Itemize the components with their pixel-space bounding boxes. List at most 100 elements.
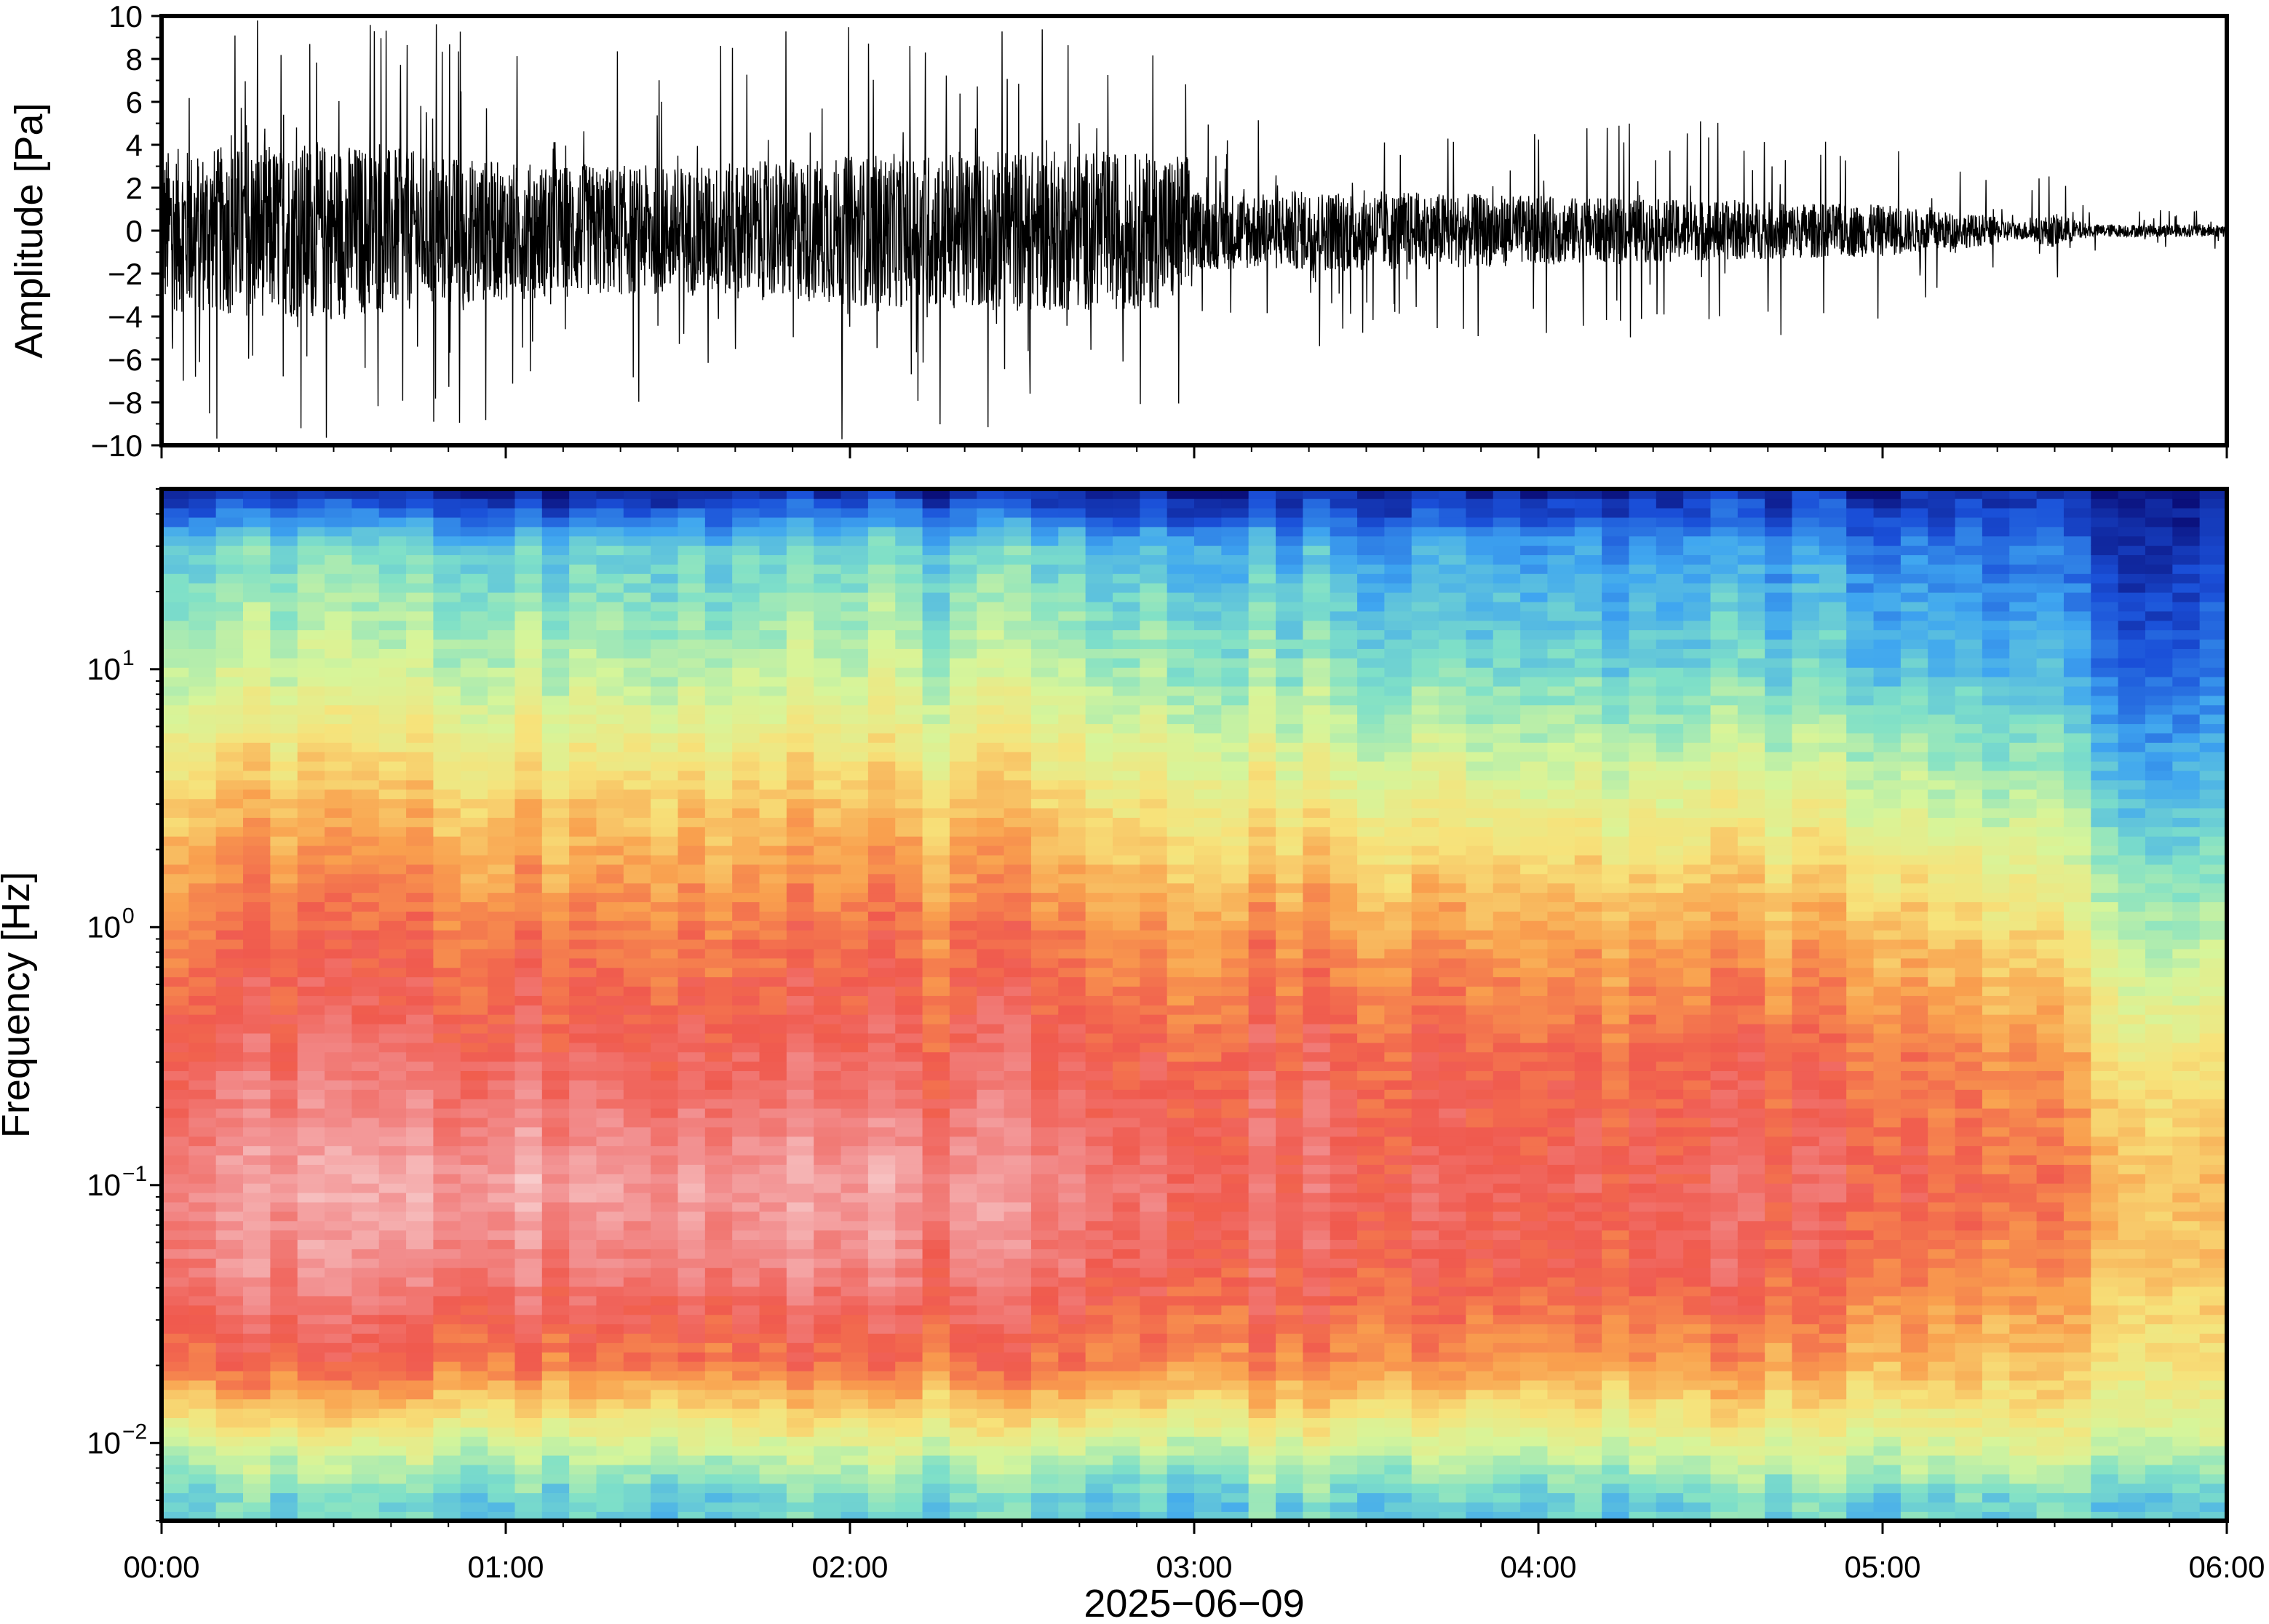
spectrogram-cell <box>215 1107 244 1118</box>
spectrogram-cell <box>704 873 733 884</box>
spectrogram-cell <box>270 517 298 528</box>
spectrogram-cell <box>1004 779 1032 790</box>
spectrogram-cell <box>1357 1398 1386 1409</box>
spectrogram-cell <box>1248 789 1276 800</box>
spectrogram-cell <box>786 892 815 902</box>
spectrogram-cell <box>406 648 434 658</box>
spectrogram-cell <box>243 911 271 921</box>
spectrogram-cell <box>732 573 760 584</box>
spectrogram-cell <box>814 845 842 856</box>
spectrogram-cell <box>406 976 434 987</box>
spectrogram-cell <box>1004 1211 1032 1222</box>
spectrogram-cell <box>977 1145 1005 1156</box>
spectrogram-cell <box>596 808 624 818</box>
spectrogram-cell <box>569 1286 597 1297</box>
spectrogram-cell <box>541 1005 570 1015</box>
spectrogram-cell <box>1030 789 1060 800</box>
spectrogram-cell <box>488 1389 516 1400</box>
spectrogram-cell <box>541 1014 570 1024</box>
spectrogram-cell <box>1030 1295 1060 1306</box>
spectrogram-cell <box>623 817 651 827</box>
spectrogram-cell <box>1357 798 1386 809</box>
spectrogram-cell <box>325 1145 353 1156</box>
spectrogram-cell <box>325 610 353 621</box>
spectrogram-cell <box>351 1061 380 1072</box>
spectrogram-cell <box>895 526 923 537</box>
spectrogram-cell <box>841 892 869 902</box>
spectrogram-cell <box>1030 873 1060 884</box>
spectrogram-cell <box>1058 1032 1086 1043</box>
spectrogram-cell <box>1221 1267 1249 1278</box>
spectrogram-cell <box>786 723 815 733</box>
spectrogram-cell <box>1194 582 1223 593</box>
spectrogram-cell <box>867 1408 897 1418</box>
spectrogram-cell <box>351 827 380 837</box>
spectrogram-cell <box>351 1502 380 1512</box>
spectrogram-cell <box>162 883 190 893</box>
spectrogram-cell <box>1357 986 1386 996</box>
spectrogram-cell <box>786 1201 815 1212</box>
spectrogram-cell <box>867 1454 897 1465</box>
spectrogram-cell <box>569 1164 597 1174</box>
spectrogram-cell <box>623 986 651 996</box>
spectrogram-cell <box>814 1201 842 1212</box>
spectrogram-cell <box>596 1136 624 1147</box>
spectrogram-cell <box>488 1023 516 1034</box>
spectrogram-cell <box>623 1324 651 1334</box>
spectrogram-cell <box>243 1239 271 1249</box>
spectrogram-cell <box>488 1192 516 1203</box>
spectrogram-cell <box>895 995 923 1006</box>
spectrogram-cell <box>1248 1145 1276 1156</box>
spectrogram-cell <box>162 1483 190 1494</box>
spectrogram-cell <box>1221 1098 1249 1109</box>
spectrogram-cell <box>1303 639 1331 649</box>
spectrogram-cell <box>1330 1107 1358 1118</box>
spectrogram-cell <box>759 1042 787 1053</box>
spectrogram-cell <box>541 808 570 818</box>
spectrogram-cell <box>1248 714 1276 725</box>
spectrogram-cell <box>514 1089 543 1099</box>
spectrogram-cell <box>1303 948 1331 959</box>
spectrogram-cell <box>325 714 353 725</box>
spectrogram-cell <box>325 1427 353 1437</box>
spectrogram-cell <box>1112 835 1141 846</box>
spectrogram-cell <box>732 770 760 781</box>
spectrogram-cell <box>1085 733 1113 743</box>
spectrogram-cell <box>1058 1136 1086 1147</box>
spectrogram-cell <box>786 760 815 771</box>
spectrogram-cell <box>569 517 597 528</box>
spectrogram-cell <box>677 1023 706 1034</box>
spectrogram-cell <box>270 695 298 706</box>
spectrogram-cell <box>814 1182 842 1193</box>
spectrogram-cell <box>1248 798 1276 809</box>
spectrogram-cell <box>243 901 271 912</box>
spectrogram-cell <box>351 1408 380 1418</box>
spectrogram-cell <box>977 1098 1005 1109</box>
spectrogram-cell <box>1167 789 1195 800</box>
spectrogram-cell <box>623 676 651 687</box>
spectrogram-cell <box>759 1295 787 1306</box>
spectrogram-cell <box>732 1220 760 1231</box>
spectrogram-cell <box>215 1136 244 1147</box>
spectrogram-cell <box>949 592 978 602</box>
spectrogram-cell <box>433 1005 461 1015</box>
spectrogram-cell <box>325 864 353 875</box>
spectrogram-cell <box>1112 658 1141 668</box>
spectrogram-cell <box>1248 1249 1276 1259</box>
spectrogram-cell <box>1248 1061 1276 1072</box>
spectrogram-cell <box>514 948 543 959</box>
spectrogram-cell <box>270 789 298 800</box>
spectrogram-cell <box>977 1201 1005 1212</box>
spectrogram-cell <box>732 760 760 771</box>
spectrogram-cell <box>1276 1032 1304 1043</box>
spectrogram-cell <box>569 507 597 518</box>
spectrogram-cell <box>977 1182 1005 1193</box>
spectrogram-cell <box>1167 1023 1195 1034</box>
spectrogram-cell <box>841 1351 869 1362</box>
spectrogram-cell <box>488 1398 516 1409</box>
spectrogram-cell <box>297 610 325 621</box>
spectrogram-cell <box>243 742 271 752</box>
spectrogram-cell <box>841 1502 869 1512</box>
spectrogram-cell <box>949 666 978 677</box>
spectrogram-cell <box>325 1239 353 1249</box>
